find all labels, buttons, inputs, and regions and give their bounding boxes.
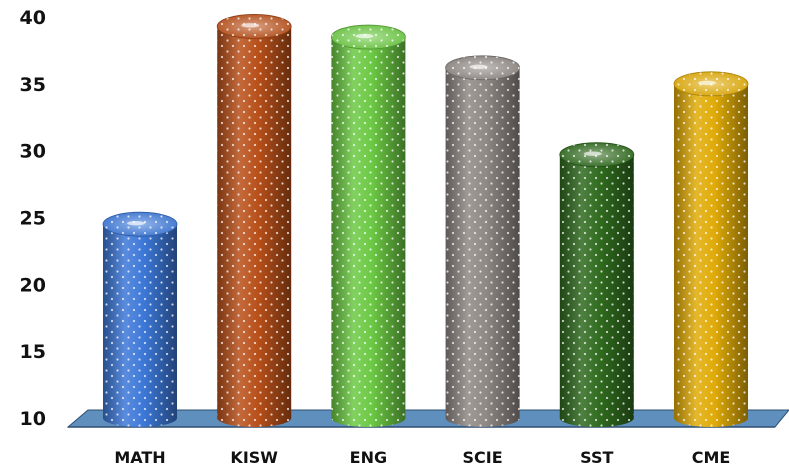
- bar-cme: [673, 71, 749, 427]
- bar-kisw: [216, 13, 292, 428]
- x-tick-label: MATH: [114, 448, 165, 467]
- bar-eng: [330, 24, 406, 428]
- bar-scie: [445, 55, 521, 427]
- y-tick-label: 20: [20, 274, 46, 296]
- y-tick-label: 40: [20, 7, 46, 29]
- y-tick-label: 15: [20, 341, 46, 363]
- y-tick-label: 10: [20, 408, 46, 430]
- bar-math: [102, 211, 178, 427]
- x-tick-label: CME: [692, 448, 731, 467]
- x-tick-label: KISW: [230, 448, 278, 467]
- x-tick-label: SCIE: [463, 448, 503, 467]
- x-tick-label: SST: [580, 448, 613, 467]
- y-tick-label: 25: [20, 208, 46, 230]
- bar-sst: [559, 142, 635, 428]
- y-tick-label: 35: [20, 74, 46, 96]
- x-tick-label: ENG: [350, 448, 387, 467]
- y-tick-label: 30: [20, 141, 46, 163]
